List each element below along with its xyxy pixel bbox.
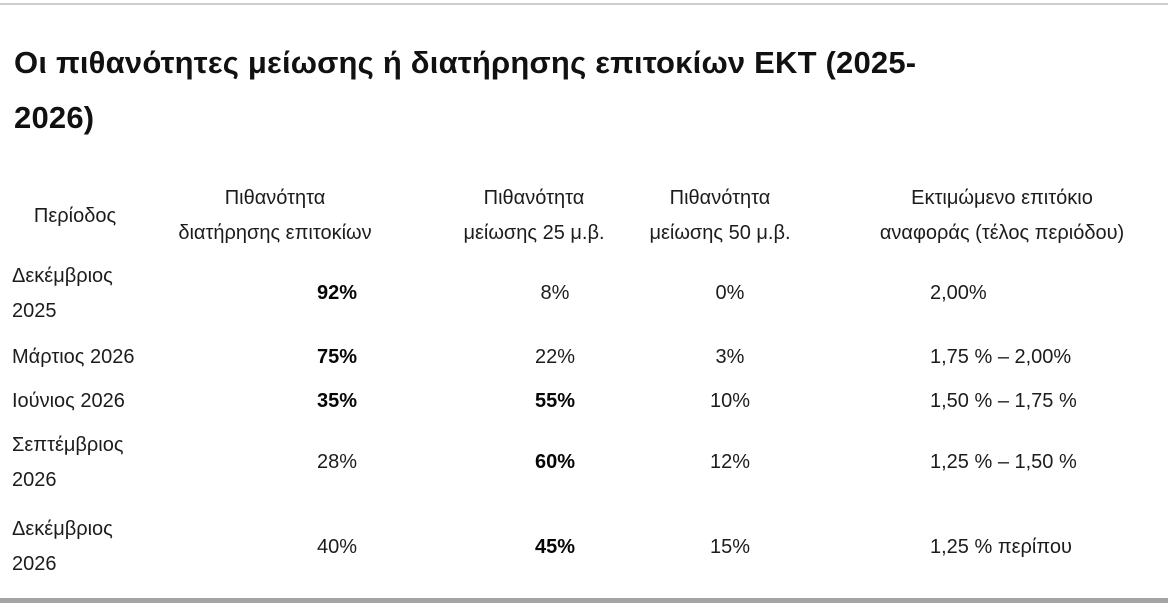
col-header-period: Περίοδος — [33, 204, 117, 227]
prob-hold-cell: 40% — [316, 535, 358, 558]
page-title-line-1: Οι πιθανότητες μείωσης ή διατήρησης επιτ… — [14, 44, 917, 80]
prob-cut-25-cell: 60% — [534, 451, 576, 473]
bottom-divider — [0, 598, 1168, 603]
prob-hold-cell: 35% — [316, 390, 358, 412]
page-title-line-2: 2026) — [14, 99, 95, 135]
prob-cut-50-cell: 15% — [709, 535, 751, 558]
prob-cut-50-cell: 12% — [709, 451, 751, 473]
period-cell: Δεκέμβριος 2026 — [12, 518, 113, 575]
period-cell: Ιούνιος 2026 — [12, 390, 125, 412]
prob-cut-25-cell: 55% — [534, 390, 576, 412]
col-header-estimated-rate: Εκτιμώμενο επιτόκιο αναφοράς (τέλος περιό… — [879, 187, 1125, 244]
prob-hold-cell: 75% — [316, 346, 358, 368]
prob-cut-50-cell: 3% — [715, 346, 745, 368]
estimated-rate-cell: 1,50 % – 1,75 % — [930, 390, 1077, 412]
col-header-prob-cut-50: Πιθανότητα μείωσης 50 μ.β. — [649, 187, 791, 244]
page-title: Οι πιθανότητες μείωσης ή διατήρησης επιτ… — [14, 35, 1154, 145]
prob-cut-50-cell: 0% — [715, 282, 745, 304]
prob-hold-cell: 28% — [316, 451, 358, 473]
prob-cut-25-cell: 22% — [534, 346, 576, 368]
period-cell: Μάρτιος 2026 — [12, 346, 135, 368]
estimated-rate-cell: 1,25 % – 1,50 % — [930, 451, 1077, 473]
period-cell: Σεπτέμβριος 2026 — [12, 433, 124, 491]
prob-cut-25-cell: 8% — [540, 282, 570, 304]
prob-hold-cell: 92% — [316, 282, 358, 304]
period-cell: Δεκέμβριος 2025 — [12, 264, 113, 322]
estimated-rate-cell: 2,00% — [930, 282, 987, 304]
col-header-prob-cut-25: Πιθανότητα μείωσης 25 μ.β. — [463, 187, 605, 244]
prob-cut-25-cell: 45% — [534, 535, 576, 558]
rates-table: Περίοδος Πιθανότητα διατήρησης επιτοκίων … — [0, 180, 1168, 592]
prob-cut-50-cell: 10% — [709, 390, 751, 412]
top-divider — [0, 3, 1168, 5]
estimated-rate-cell: 1,25 % περίπου — [930, 535, 1072, 558]
estimated-rate-cell: 1,75 % – 2,00% — [930, 346, 1072, 368]
col-header-prob-hold: Πιθανότητα διατήρησης επιτοκίων — [178, 187, 372, 244]
